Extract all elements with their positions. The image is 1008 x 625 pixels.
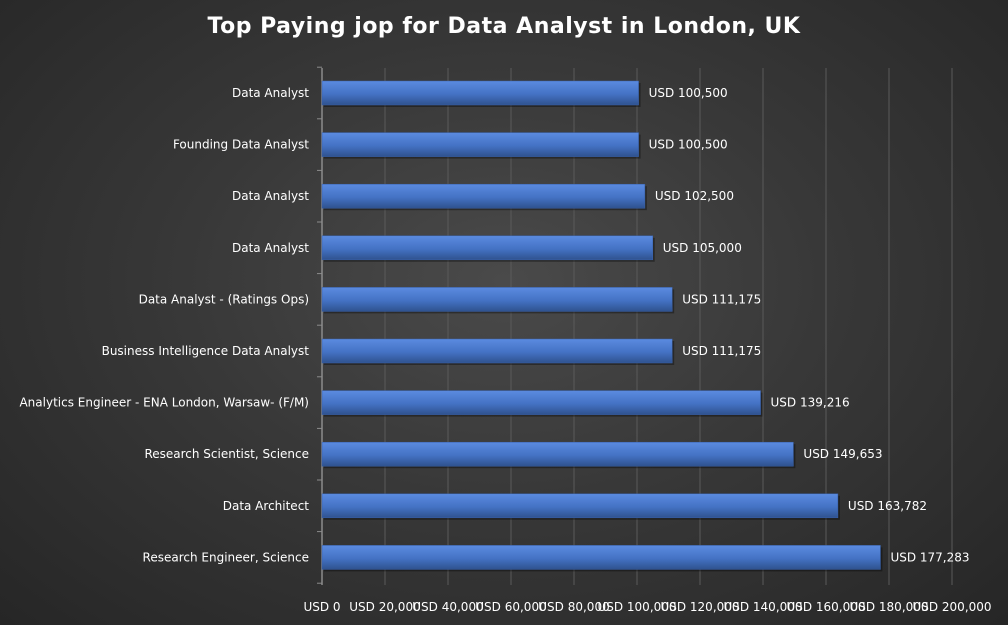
category-label: Analytics Engineer - ENA London, Warsaw-… [19, 396, 309, 410]
x-tick-label: USD 160,000 [786, 600, 865, 614]
y-axis [317, 66, 323, 585]
x-tick-label: USD 80,000 [538, 600, 609, 614]
bar [321, 80, 639, 106]
data-label: USD 102,500 [655, 189, 734, 203]
x-tick-label: USD 140,000 [723, 600, 802, 614]
x-tick-label: USD 60,000 [475, 600, 546, 614]
data-labels: USD 100,500 USD 100,500 USD 102,500 USD 105… [649, 86, 970, 564]
bar [321, 235, 653, 261]
bar [321, 338, 673, 364]
bars [321, 80, 883, 572]
bar [321, 287, 673, 312]
x-tick-label: USD 200,000 [912, 600, 991, 614]
category-label: Research Engineer, Science [143, 550, 309, 564]
category-label: Research Scientist, Science [144, 447, 309, 461]
bar [321, 390, 761, 415]
data-label: USD 177,283 [890, 550, 969, 564]
data-label: USD 139,216 [771, 396, 850, 410]
data-label: USD 111,175 [682, 344, 761, 358]
category-label: Data Analyst [232, 241, 309, 255]
category-label: Founding Data Analyst [173, 138, 309, 152]
bar [321, 441, 794, 467]
bar [321, 132, 639, 157]
category-label: Business Intelligence Data Analyst [102, 344, 310, 358]
data-label: USD 149,653 [803, 447, 882, 461]
x-tick-label: USD 0 [303, 600, 340, 614]
category-label: Data Analyst [232, 86, 309, 100]
x-tick-label: USD 180,000 [849, 600, 928, 614]
data-label: USD 105,000 [663, 241, 742, 255]
bar [321, 183, 646, 209]
x-tick-label: USD 40,000 [412, 600, 483, 614]
x-tick-label: USD 100,000 [597, 600, 676, 614]
x-tick-label: USD 120,000 [660, 600, 739, 614]
category-label: Data Architect [223, 499, 310, 513]
x-tick-label: USD 20,000 [349, 600, 420, 614]
category-labels: Data Analyst Founding Data Analyst Data An… [19, 86, 309, 564]
bar [321, 493, 839, 519]
chart-title: Top Paying jop for Data Analyst in Londo… [207, 14, 801, 39]
category-label: Data Analyst - (Ratings Ops) [139, 292, 309, 306]
data-label: USD 163,782 [848, 499, 927, 513]
data-label: USD 100,500 [649, 86, 728, 100]
data-label: USD 111,175 [682, 292, 761, 306]
data-label: USD 100,500 [649, 138, 728, 152]
bar [321, 545, 881, 570]
category-label: Data Analyst [232, 189, 309, 203]
